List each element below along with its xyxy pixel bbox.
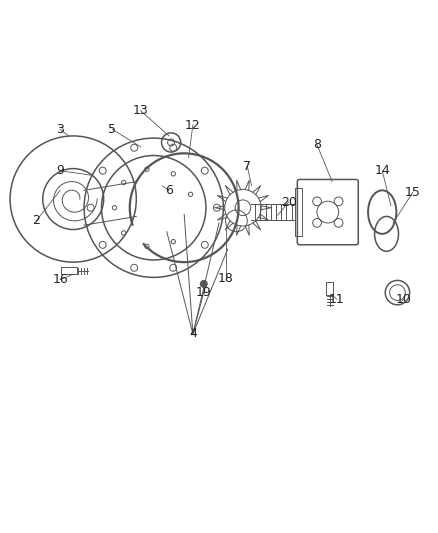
Text: 8: 8 (313, 138, 321, 151)
Text: 15: 15 (405, 186, 420, 199)
Text: 4: 4 (189, 327, 197, 341)
Text: 9: 9 (56, 164, 64, 177)
Text: 5: 5 (108, 123, 117, 136)
Text: 7: 7 (243, 160, 251, 173)
Circle shape (200, 280, 207, 287)
Text: 20: 20 (281, 196, 297, 208)
Text: 18: 18 (218, 272, 233, 285)
Text: 10: 10 (396, 293, 412, 305)
Bar (295, 188, 302, 236)
Wedge shape (132, 224, 148, 244)
Text: 2: 2 (32, 214, 40, 227)
Text: 13: 13 (133, 104, 148, 117)
Text: 6: 6 (165, 184, 173, 197)
Bar (61, 268, 77, 274)
Text: 14: 14 (374, 164, 390, 177)
Text: 3: 3 (56, 123, 64, 136)
Text: 11: 11 (328, 293, 344, 305)
Text: 16: 16 (52, 273, 68, 286)
Bar (326, 282, 333, 295)
Text: 12: 12 (185, 118, 201, 132)
Text: 19: 19 (196, 286, 212, 299)
